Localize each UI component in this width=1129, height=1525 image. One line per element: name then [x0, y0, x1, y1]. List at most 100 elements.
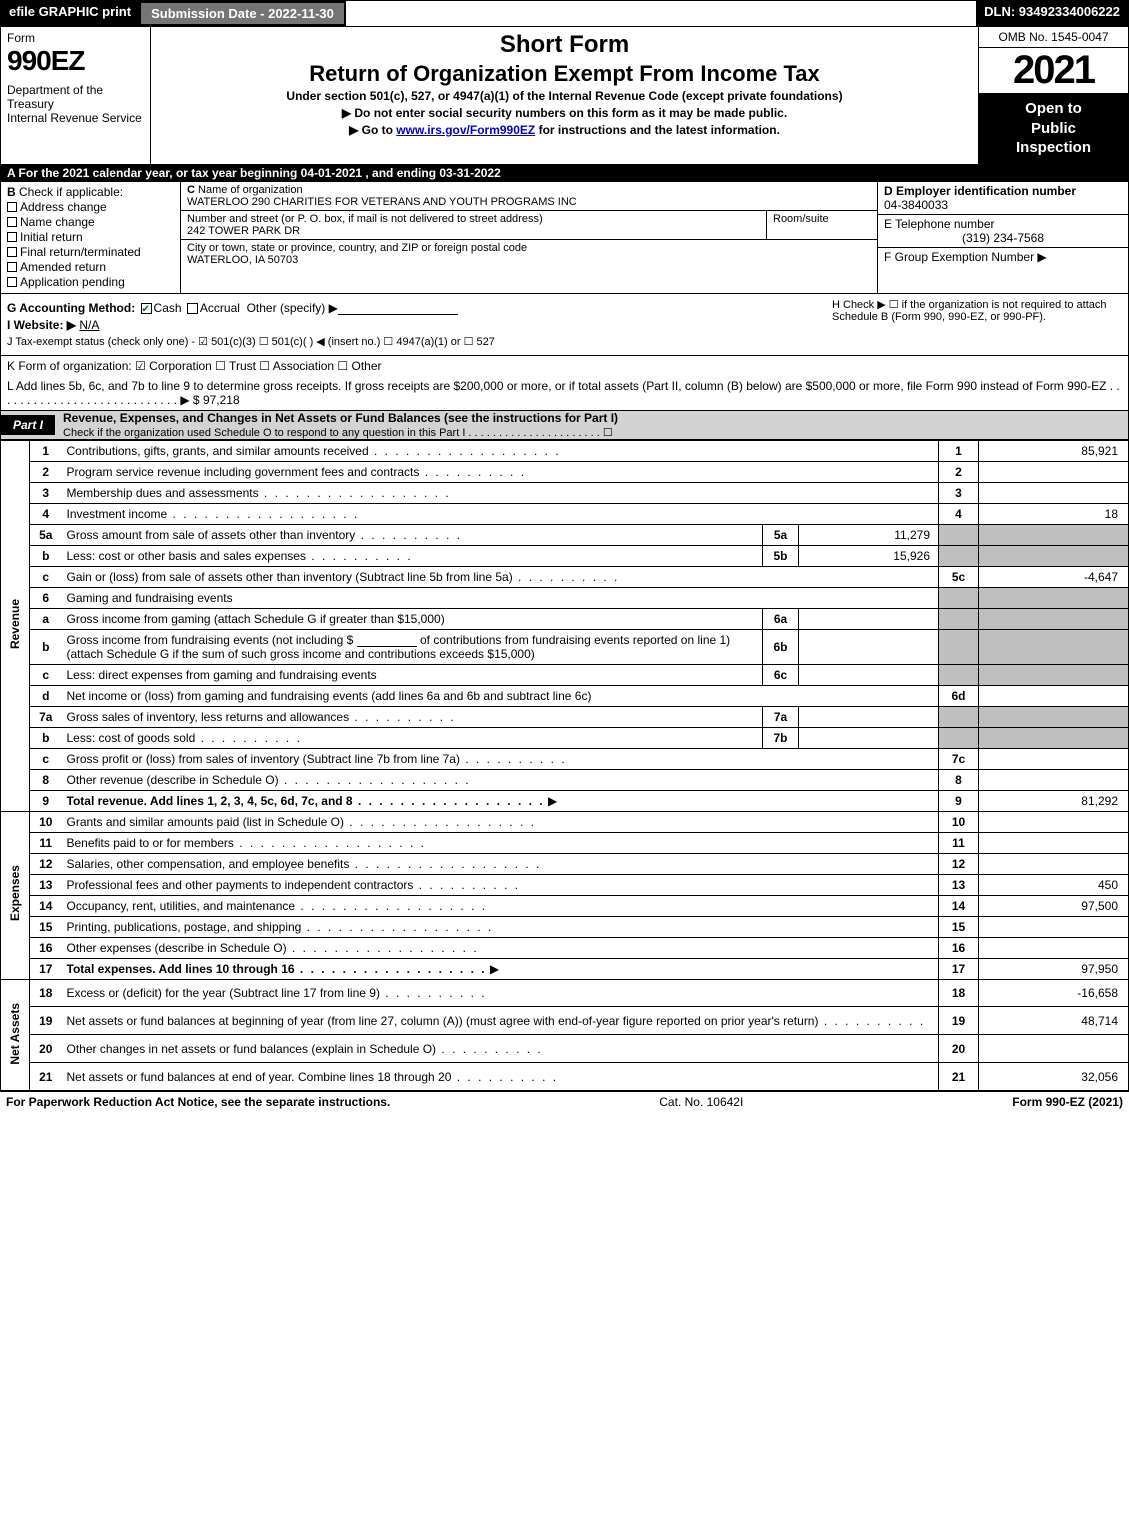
other-specify-blank[interactable] [338, 303, 458, 315]
line-19-amount: 48,714 [979, 1007, 1129, 1035]
line-17-amount: 97,950 [979, 958, 1129, 979]
f-group-block: F Group Exemption Number ▶ [878, 248, 1128, 266]
line-5c-amount: -4,647 [979, 566, 1129, 587]
line-19-desc: Net assets or fund balances at beginning… [67, 1014, 926, 1028]
line-5c-desc: Gain or (loss) from sale of assets other… [67, 570, 620, 584]
e-label: E Telephone number [884, 217, 995, 231]
chk-cash[interactable] [141, 303, 152, 314]
chk-final-return[interactable]: Final return/terminated [7, 245, 174, 259]
e-phone-block: E Telephone number (319) 234-7568 [878, 215, 1128, 248]
line-12-desc: Salaries, other compensation, and employ… [67, 857, 542, 871]
instr-goto-post: for instructions and the latest informat… [535, 123, 780, 137]
chk-amended-return[interactable]: Amended return [7, 260, 174, 274]
line-l: L Add lines 5b, 6c, and 7b to line 9 to … [0, 376, 1129, 411]
line-3-desc: Membership dues and assessments [67, 486, 451, 500]
line-8-desc: Other revenue (describe in Schedule O) [67, 773, 471, 787]
entity-info-row: B Check if applicable: Address change Na… [0, 182, 1129, 294]
chk-name-change[interactable]: Name change [7, 215, 174, 229]
row-10: Expenses 10 Grants and similar amounts p… [1, 811, 1129, 832]
line-7a-desc: Gross sales of inventory, less returns a… [67, 710, 456, 724]
chk-initial-return[interactable]: Initial return [7, 230, 174, 244]
side-revenue: Revenue [1, 440, 30, 811]
row-3: 3 Membership dues and assessments 3 [1, 482, 1129, 503]
line-6c-desc: Less: direct expenses from gaming and fu… [62, 664, 763, 685]
instr-ssn: ▶ Do not enter social security numbers o… [161, 106, 968, 120]
chk-accrual[interactable] [187, 303, 198, 314]
efile-label[interactable]: efile GRAPHIC print [1, 1, 139, 26]
line-21-desc: Net assets or fund balances at end of ye… [67, 1070, 559, 1084]
website-value: N/A [79, 318, 99, 332]
under-section: Under section 501(c), 527, or 4947(a)(1)… [161, 89, 968, 103]
c-label: C [187, 184, 195, 196]
row-6c: c Less: direct expenses from gaming and … [1, 664, 1129, 685]
tax-year: 2021 [979, 48, 1128, 93]
ghij-block: G Accounting Method: Cash Accrual Other … [0, 294, 1129, 356]
dept-treasury: Department of the Treasury [7, 83, 144, 111]
footer-left: For Paperwork Reduction Act Notice, see … [6, 1095, 390, 1109]
row-7b: b Less: cost of goods sold 7b [1, 727, 1129, 748]
d-ein: 04-3840033 [884, 198, 948, 212]
top-bar: efile GRAPHIC print Submission Date - 20… [0, 0, 1129, 27]
row-6b: b Gross income from fundraising events (… [1, 629, 1129, 664]
line-7b-desc: Less: cost of goods sold [67, 731, 302, 745]
return-title: Return of Organization Exempt From Incom… [161, 61, 968, 87]
c-room-block: Room/suite [767, 211, 877, 240]
line-4-amount: 18 [979, 503, 1129, 524]
line-17-desc: Total expenses. Add lines 10 through 16 [67, 962, 487, 976]
line-6-desc: Gaming and fundraising events [62, 587, 939, 608]
d-label: D Employer identification number [884, 184, 1076, 198]
part1-title: Revenue, Expenses, and Changes in Net As… [63, 411, 618, 425]
row-2: 2 Program service revenue including gove… [1, 461, 1129, 482]
line-h: H Check ▶ ☐ if the organization is not r… [832, 298, 1122, 323]
open-line1: Open to [985, 99, 1122, 119]
header-right: OMB No. 1545-0047 2021 Open to Public In… [978, 27, 1128, 164]
row-15: 15 Printing, publications, postage, and … [1, 916, 1129, 937]
footer-right: Form 990-EZ (2021) [1012, 1095, 1123, 1109]
header-center: Short Form Return of Organization Exempt… [151, 27, 978, 164]
part1-header: Part I Revenue, Expenses, and Changes in… [0, 411, 1129, 440]
6b-blank[interactable] [357, 635, 417, 647]
i-label: I Website: ▶ [7, 318, 76, 332]
c-street-block: Number and street (or P. O. box, if mail… [181, 211, 767, 240]
short-form-title: Short Form [161, 31, 968, 59]
irs-link[interactable]: www.irs.gov/Form990EZ [396, 123, 535, 137]
dln-label: DLN: 93492334006222 [976, 1, 1128, 26]
line-5b-desc: Less: cost or other basis and sales expe… [67, 549, 413, 563]
line-4-desc: Investment income [67, 507, 360, 521]
b-check-if: Check if applicable: [19, 185, 123, 199]
line-18-desc: Excess or (deficit) for the year (Subtra… [67, 986, 487, 1000]
submission-date: Submission Date - 2022-11-30 [139, 1, 346, 26]
line-15-desc: Printing, publications, postage, and shi… [67, 920, 494, 934]
line-18-amount: -16,658 [979, 979, 1129, 1007]
line-j: J Tax-exempt status (check only one) - ☑… [7, 335, 1122, 348]
omb-number: OMB No. 1545-0047 [979, 27, 1128, 48]
col-def: D Employer identification number 04-3840… [878, 182, 1128, 293]
line-6a-desc: Gross income from gaming (attach Schedul… [62, 608, 763, 629]
line-9-amount: 81,292 [979, 790, 1129, 811]
row-13: 13 Professional fees and other payments … [1, 874, 1129, 895]
part1-badge: Part I [1, 415, 55, 435]
part1-title-wrap: Revenue, Expenses, and Changes in Net As… [63, 411, 618, 439]
row-7a: 7a Gross sales of inventory, less return… [1, 706, 1129, 727]
line-1-amount: 85,921 [979, 440, 1129, 461]
line-2-desc: Program service revenue including govern… [67, 465, 527, 479]
side-expenses: Expenses [1, 811, 30, 979]
form-number: 990EZ [7, 45, 144, 77]
row-6d: d Net income or (loss) from gaming and f… [1, 685, 1129, 706]
chk-address-change[interactable]: Address change [7, 200, 174, 214]
line-13-desc: Professional fees and other payments to … [67, 878, 521, 892]
c-name-label: Name of organization [198, 184, 303, 196]
footer-center: Cat. No. 10642I [659, 1095, 743, 1109]
part1-check-line: Check if the organization used Schedule … [63, 427, 613, 439]
line-10-desc: Grants and similar amounts paid (list in… [67, 815, 536, 829]
row-5c: c Gain or (loss) from sale of assets oth… [1, 566, 1129, 587]
c-name-block: C Name of organization WATERLOO 290 CHAR… [181, 182, 877, 211]
line-5b-boxval: 15,926 [799, 545, 939, 566]
chk-application-pending[interactable]: Application pending [7, 275, 174, 289]
instr-goto: ▶ Go to www.irs.gov/Form990EZ for instru… [161, 123, 968, 137]
header-left: Form 990EZ Department of the Treasury In… [1, 27, 151, 164]
org-name: WATERLOO 290 CHARITIES FOR VETERANS AND … [187, 196, 577, 208]
line-5a-boxval: 11,279 [799, 524, 939, 545]
row-7c: c Gross profit or (loss) from sales of i… [1, 748, 1129, 769]
row-4: 4 Investment income 4 18 [1, 503, 1129, 524]
